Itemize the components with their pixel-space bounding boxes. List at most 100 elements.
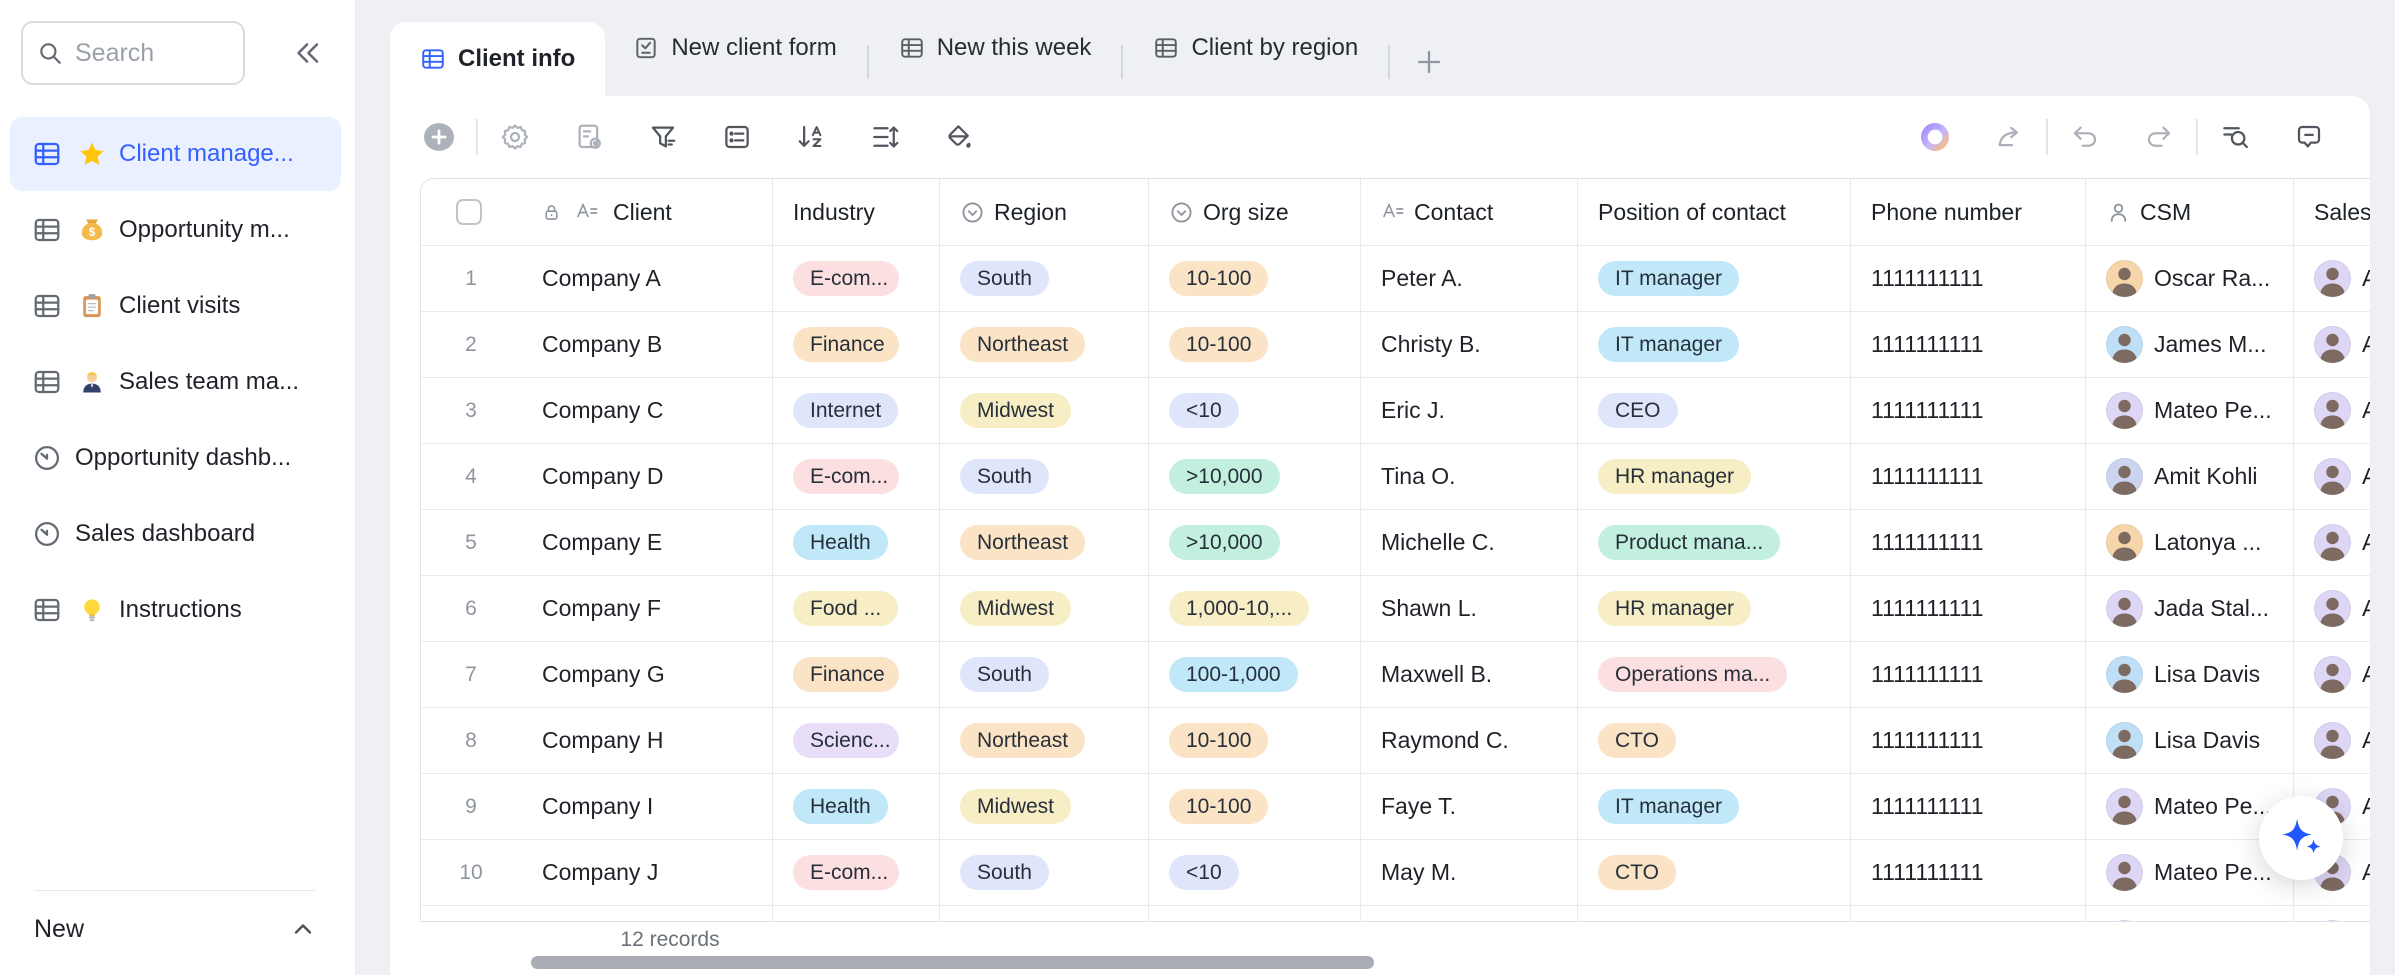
cell-phone[interactable] xyxy=(1851,906,2086,921)
cell-region[interactable]: Midwest xyxy=(940,576,1149,641)
sidebar-item-client-manage[interactable]: Client manage... xyxy=(10,117,341,191)
cell-region[interactable]: Northeast xyxy=(940,510,1149,575)
cell-industry[interactable]: Finance xyxy=(773,312,940,377)
cell-csm[interactable]: Lisa Davis xyxy=(2086,708,2294,773)
cell-org-size[interactable]: <10 xyxy=(1149,840,1361,905)
cell-org-size[interactable]: >10,000 xyxy=(1149,510,1361,575)
cell-contact[interactable]: May M. xyxy=(1361,840,1578,905)
cell-position[interactable]: HR manager xyxy=(1578,444,1851,509)
cell-region[interactable] xyxy=(940,906,1149,921)
cell-position[interactable]: IT manager xyxy=(1578,774,1851,839)
cell-industry[interactable]: E-com... xyxy=(773,840,940,905)
new-section-toggle[interactable]: New xyxy=(34,905,317,953)
select-all-checkbox[interactable] xyxy=(456,199,482,225)
cell-position[interactable]: CTO xyxy=(1578,708,1851,773)
share-button[interactable] xyxy=(1992,120,2026,154)
form-settings-button[interactable] xyxy=(572,120,606,154)
cell-client[interactable]: 4 Company D xyxy=(421,444,773,509)
comments-button[interactable] xyxy=(2292,120,2326,154)
tab-client-info[interactable]: Client info xyxy=(390,22,606,96)
cell-client[interactable]: 3 Company C xyxy=(421,378,773,443)
tab-new-client-form[interactable]: New client form xyxy=(605,0,864,96)
view-settings-button[interactable] xyxy=(498,120,532,154)
sort-button[interactable] xyxy=(794,120,828,154)
cell-region[interactable]: South xyxy=(940,642,1149,707)
cell-phone[interactable]: 1111111111 xyxy=(1851,774,2086,839)
sidebar-item-sales-team-ma[interactable]: Sales team ma... xyxy=(10,345,341,419)
sidebar-item-sales-dashboard[interactable]: Sales dashboard xyxy=(10,497,341,571)
cell-org-size[interactable]: <10 xyxy=(1149,378,1361,443)
cell-region[interactable]: Northeast xyxy=(940,312,1149,377)
cell-phone[interactable]: 1111111111 xyxy=(1851,312,2086,377)
cell-csm[interactable]: Oscar Ra... xyxy=(2086,246,2294,311)
search-input[interactable] xyxy=(73,37,217,69)
search-records-button[interactable] xyxy=(2218,120,2252,154)
ai-automation-button[interactable] xyxy=(1918,120,1952,154)
sidebar-item-instructions[interactable]: Instructions xyxy=(10,573,341,647)
cell-org-size[interactable]: 10-100 xyxy=(1149,708,1361,773)
column-header-client[interactable]: Client xyxy=(421,179,773,245)
sidebar-item-opportunity-m[interactable]: $ Opportunity m... xyxy=(10,193,341,267)
column-header-industry[interactable]: Industry xyxy=(773,179,940,245)
cell-org-size[interactable]: 10-100 xyxy=(1149,312,1361,377)
cell-csm[interactable] xyxy=(2086,906,2294,921)
ai-assistant-button[interactable] xyxy=(2259,796,2343,880)
cell-sales[interactable]: A xyxy=(2294,246,2370,311)
search-box[interactable] xyxy=(21,21,245,85)
cell-phone[interactable]: 1111111111 xyxy=(1851,840,2086,905)
cell-phone[interactable]: 1111111111 xyxy=(1851,444,2086,509)
cell-client[interactable]: 7 Company G xyxy=(421,642,773,707)
cell-industry[interactable]: Internet xyxy=(773,378,940,443)
cell-org-size[interactable]: 1,000-10,... xyxy=(1149,576,1361,641)
cell-phone[interactable]: 1111111111 xyxy=(1851,708,2086,773)
cell-phone[interactable]: 1111111111 xyxy=(1851,576,2086,641)
cell-client[interactable]: 6 Company F xyxy=(421,576,773,641)
cell-org-size[interactable]: 10-100 xyxy=(1149,774,1361,839)
cell-contact[interactable]: Michelle C. xyxy=(1361,510,1578,575)
cell-contact[interactable]: Eric J. xyxy=(1361,378,1578,443)
cell-csm[interactable]: Mateo Pe... xyxy=(2086,378,2294,443)
cell-position[interactable]: CTO xyxy=(1578,840,1851,905)
cell-csm[interactable]: Jada Stal... xyxy=(2086,576,2294,641)
cell-client[interactable]: 8 Company H xyxy=(421,708,773,773)
cell-region[interactable]: South xyxy=(940,246,1149,311)
cell-csm[interactable]: James M... xyxy=(2086,312,2294,377)
cell-industry[interactable]: Finance xyxy=(773,642,940,707)
cell-sales[interactable] xyxy=(2294,906,2370,921)
column-header-phone[interactable]: Phone number xyxy=(1851,179,2086,245)
tab-client-by-region[interactable]: Client by region xyxy=(1125,0,1386,96)
column-header-region[interactable]: Region xyxy=(940,179,1149,245)
column-header-sales[interactable]: Sales xyxy=(2294,179,2370,245)
cell-sales[interactable]: A xyxy=(2294,312,2370,377)
cell-contact[interactable] xyxy=(1361,906,1578,921)
cell-industry[interactable] xyxy=(773,906,940,921)
cell-position[interactable]: Product mana... xyxy=(1578,510,1851,575)
cell-org-size[interactable]: 100-1,000 xyxy=(1149,642,1361,707)
cell-org-size[interactable] xyxy=(1149,906,1361,921)
cell-client[interactable]: 1 Company A xyxy=(421,246,773,311)
row-height-button[interactable] xyxy=(868,120,902,154)
cell-csm[interactable]: Mateo Pe... xyxy=(2086,840,2294,905)
cell-position[interactable]: IT manager xyxy=(1578,246,1851,311)
cell-phone[interactable]: 1111111111 xyxy=(1851,378,2086,443)
cell-position[interactable]: Operations ma... xyxy=(1578,642,1851,707)
cell-csm[interactable]: Amit Kohli xyxy=(2086,444,2294,509)
cell-contact[interactable]: Peter A. xyxy=(1361,246,1578,311)
fill-color-button[interactable] xyxy=(942,120,976,154)
cell-position[interactable]: CEO xyxy=(1578,378,1851,443)
cell-client[interactable]: 9 Company I xyxy=(421,774,773,839)
cell-org-size[interactable]: 10-100 xyxy=(1149,246,1361,311)
cell-csm[interactable]: Latonya ... xyxy=(2086,510,2294,575)
horizontal-scrollbar-thumb[interactable] xyxy=(531,956,1374,969)
cell-industry[interactable]: Health xyxy=(773,510,940,575)
cell-region[interactable]: Midwest xyxy=(940,774,1149,839)
cell-org-size[interactable]: >10,000 xyxy=(1149,444,1361,509)
filter-button[interactable] xyxy=(646,120,680,154)
cell-industry[interactable]: E-com... xyxy=(773,444,940,509)
column-header-position[interactable]: Position of contact xyxy=(1578,179,1851,245)
cell-contact[interactable]: Tina O. xyxy=(1361,444,1578,509)
cell-position[interactable]: IT manager xyxy=(1578,312,1851,377)
undo-button[interactable] xyxy=(2068,120,2102,154)
sidebar-item-opportunity-dashb[interactable]: Opportunity dashb... xyxy=(10,421,341,495)
cell-contact[interactable]: Maxwell B. xyxy=(1361,642,1578,707)
